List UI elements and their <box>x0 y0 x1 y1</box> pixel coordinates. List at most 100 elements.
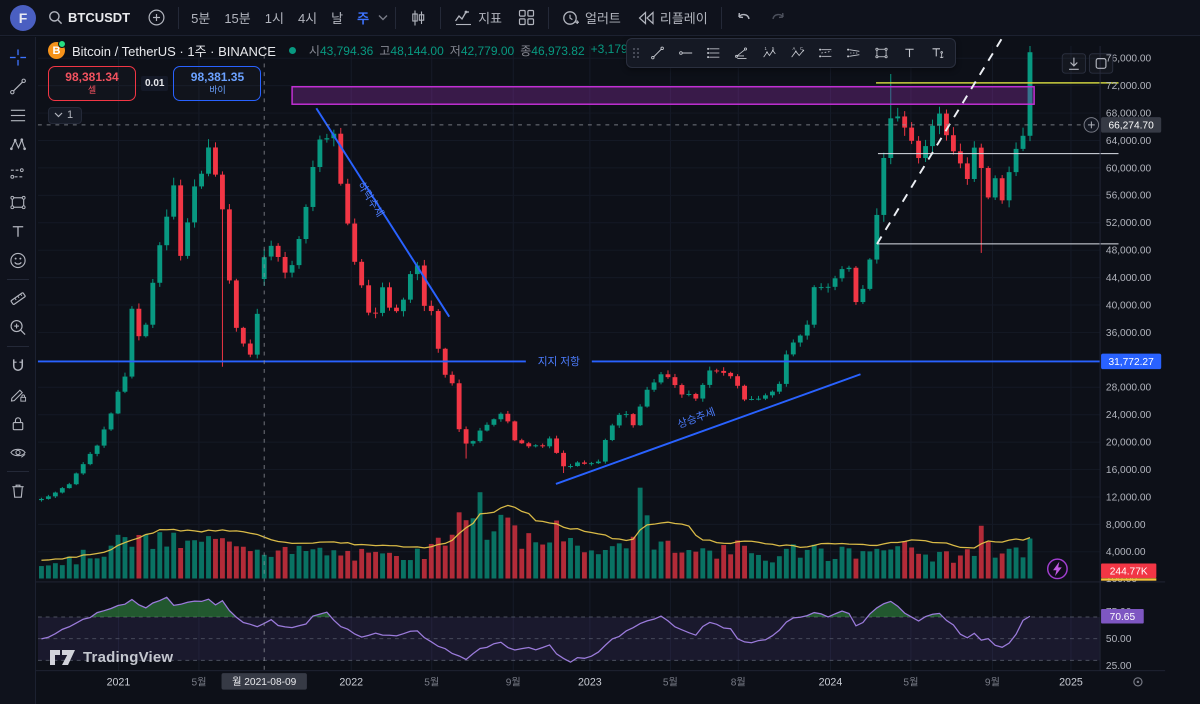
tool-trend-line[interactable] <box>644 41 671 65</box>
emoji-tool-button[interactable] <box>3 246 33 275</box>
live-dot <box>58 40 66 48</box>
crosshair-tool-button[interactable] <box>3 43 33 72</box>
timeframe-1h[interactable]: 1시 <box>258 4 291 32</box>
trend-line-icon <box>9 78 26 95</box>
buy-button[interactable]: 98,381.35 바이 <box>173 66 262 101</box>
svg-text:12,000.00: 12,000.00 <box>1106 492 1152 503</box>
timescale-settings-gear[interactable] <box>1133 677 1143 687</box>
svg-text:68,000.00: 68,000.00 <box>1106 108 1152 119</box>
chart-symbol-title[interactable]: Bitcoin / TetherUS · 1주 · BINANCE <box>72 44 276 59</box>
svg-text:5월: 5월 <box>191 677 206 689</box>
svg-text:25.00: 25.00 <box>1106 661 1132 672</box>
redo-button[interactable] <box>761 4 795 32</box>
tool-anchored-text[interactable] <box>924 41 951 65</box>
drawing-tools-sidebar <box>0 37 36 704</box>
svg-text:70.65: 70.65 <box>1110 612 1136 623</box>
fib-retracement-tool-button[interactable] <box>3 101 33 130</box>
candlesticks <box>39 46 1033 502</box>
replay-button[interactable]: 리플레이 <box>629 4 716 32</box>
tool-text[interactable] <box>896 41 923 65</box>
ruler-icon <box>10 292 26 305</box>
add-alert-plus-icon[interactable] <box>1083 117 1100 133</box>
layout-grid-button[interactable] <box>510 4 543 32</box>
svg-text:2023: 2023 <box>578 677 602 689</box>
timeframe-15m[interactable]: 15분 <box>217 4 257 32</box>
rectangle-icon <box>9 195 26 210</box>
rectangle-tool-button[interactable] <box>3 188 33 217</box>
svg-text:5월: 5월 <box>663 677 678 689</box>
tradingview-logo[interactable]: TradingView <box>50 649 173 666</box>
pattern-tool-button[interactable] <box>3 130 33 159</box>
timeframe-1w-active[interactable]: 주 <box>350 4 376 32</box>
svg-text:2025: 2025 <box>1059 677 1083 689</box>
measure-tool-button[interactable] <box>3 284 33 313</box>
tool-pitchfork[interactable] <box>728 41 755 65</box>
rsi-overbought-fill <box>924 613 944 617</box>
market-status-dot <box>288 47 296 54</box>
timeframe-1d[interactable]: 날 <box>324 4 350 32</box>
remove-drawings-button[interactable] <box>3 476 33 505</box>
indicators-button[interactable]: 지표 <box>446 4 510 32</box>
svg-text:31,772.27: 31,772.27 <box>1108 357 1154 368</box>
rectangle-icon <box>875 47 888 59</box>
svg-text:66,274.70: 66,274.70 <box>1108 120 1154 131</box>
sell-button[interactable]: 98,381.34 셀 <box>48 66 136 101</box>
alert-clock-icon <box>563 10 579 25</box>
toolbar-drag-handle[interactable] <box>633 48 639 58</box>
svg-text:50.00: 50.00 <box>1106 634 1132 645</box>
price-scale[interactable]: 76,000.00 72,000.00 68,000.00 64,000.00 60,0… <box>1106 54 1152 585</box>
object-tree-toggle[interactable]: 1 <box>48 107 83 124</box>
alert-button[interactable]: 얼러트 <box>554 4 629 32</box>
tradingview-logo-text: TradingView <box>83 649 174 666</box>
rsi-overbought-fill <box>91 597 237 617</box>
undo-button[interactable] <box>727 4 761 32</box>
time-scale[interactable]: 2021 5월 2022 5월 9월 2023 5월 8월 2024 5월 9월 2025 <box>107 677 1083 689</box>
timeframe-5m[interactable]: 5분 <box>184 4 217 32</box>
lock-all-button[interactable] <box>3 409 33 438</box>
svg-text:60,000.00: 60,000.00 <box>1106 163 1152 174</box>
chart-style-button[interactable] <box>401 4 435 32</box>
svg-text:44,000.00: 44,000.00 <box>1106 273 1152 284</box>
symbol-search-button[interactable]: BTCUSDT <box>42 4 140 32</box>
drawing-mode-button[interactable] <box>3 380 33 409</box>
svg-text:40,000.00: 40,000.00 <box>1106 300 1152 311</box>
svg-text:36,000.00: 36,000.00 <box>1106 328 1152 339</box>
text-tool-button[interactable] <box>3 217 33 246</box>
rsi-pane <box>37 596 1101 663</box>
crosshair[interactable] <box>37 46 1101 671</box>
scale-lock-button <box>1088 53 1114 74</box>
tool-disjoint-channel[interactable] <box>812 41 839 65</box>
chart-canvas[interactable]: 지지 저항하락추세상승추세76,000.0072,000.0068,000.00… <box>36 36 1200 704</box>
pencil-lock-icon <box>10 389 26 402</box>
timeframe-4h[interactable]: 4시 <box>291 4 324 32</box>
channel-dashed-icon <box>819 48 832 58</box>
svg-text:244.77K: 244.77K <box>1110 567 1148 578</box>
xabcd-pattern-icon <box>9 138 26 151</box>
account-menu-button[interactable]: F <box>10 4 36 31</box>
crosshair-icon <box>9 49 26 66</box>
svg-text:48,000.00: 48,000.00 <box>1106 246 1152 257</box>
zoom-in-tool-button[interactable] <box>3 313 33 342</box>
lightning-badge[interactable] <box>1046 558 1068 580</box>
tool-flat-channel[interactable] <box>840 41 867 65</box>
toolbar-divider <box>720 6 722 29</box>
tool-rectangle[interactable] <box>868 41 895 65</box>
prediction-tool-button[interactable] <box>3 159 33 188</box>
timeframe-dropdown-button[interactable] <box>376 4 390 32</box>
magnet-mode-button[interactable] <box>3 351 33 380</box>
toolbar-divider <box>178 6 180 29</box>
tool-horizontal-ray[interactable] <box>672 41 699 65</box>
redo-icon <box>772 12 784 19</box>
svg-text:64,000.00: 64,000.00 <box>1106 136 1152 147</box>
hide-all-button[interactable] <box>3 438 33 467</box>
zoom-in-icon <box>10 320 26 336</box>
trend-line-tool-button[interactable] <box>3 72 33 101</box>
tool-fib-retracement[interactable] <box>700 41 727 65</box>
volume-bars <box>39 487 1033 579</box>
chart-corner-buttons[interactable] <box>1061 53 1114 74</box>
compare-add-button[interactable] <box>140 4 173 32</box>
svg-text:A: A <box>793 46 796 51</box>
